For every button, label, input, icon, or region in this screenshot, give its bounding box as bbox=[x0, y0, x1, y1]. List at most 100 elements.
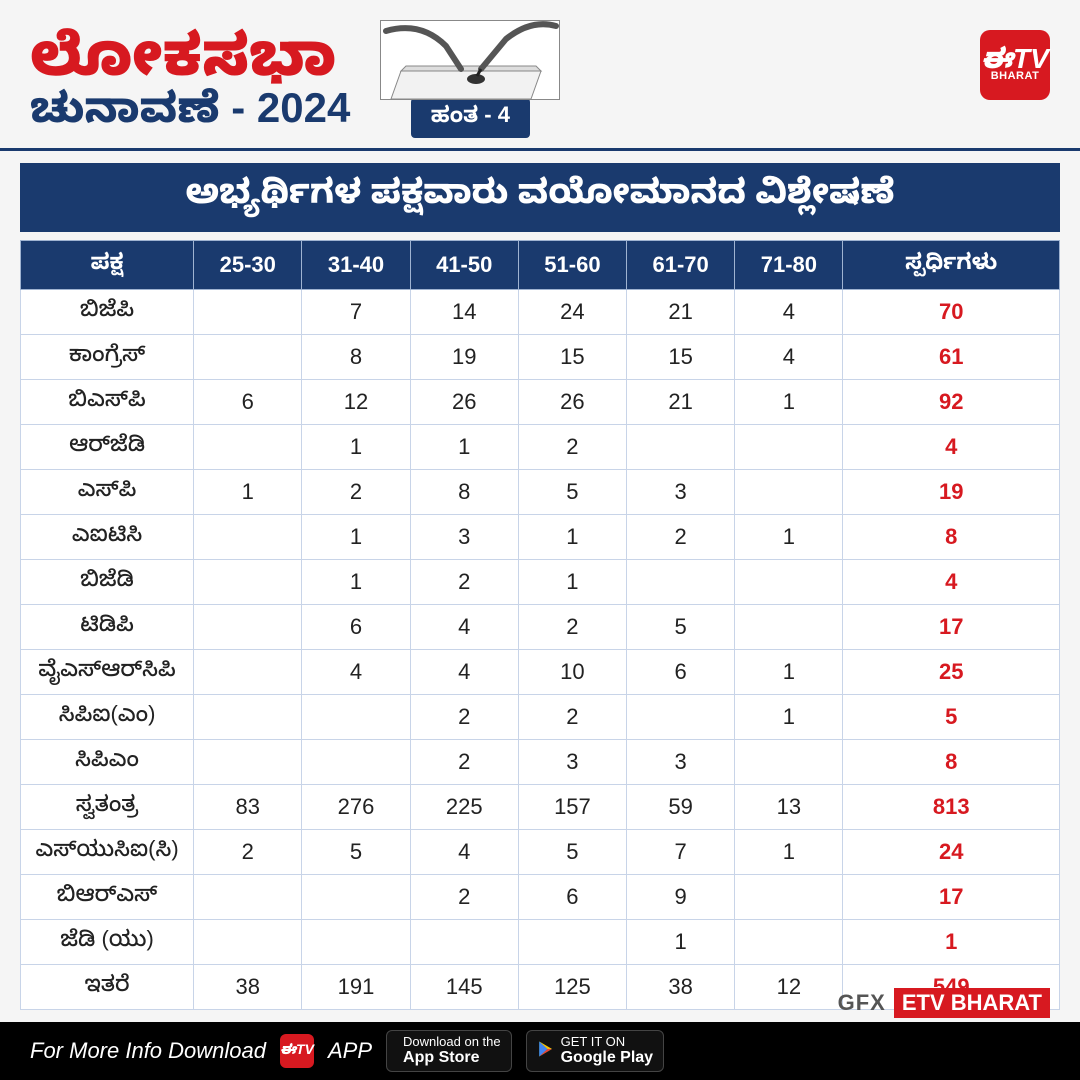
age-cell: 5 bbox=[518, 470, 626, 515]
age-cell: 2 bbox=[518, 695, 626, 740]
age-cell: 3 bbox=[410, 515, 518, 560]
column-header: 51-60 bbox=[518, 241, 626, 290]
table-row: ಜೆಡಿ (ಯು)11 bbox=[21, 920, 1060, 965]
party-cell: ಎಐಟಿಸಿ bbox=[21, 515, 194, 560]
party-cell: ಬಿಜೆಡಿ bbox=[21, 560, 194, 605]
age-cell: 2 bbox=[302, 470, 410, 515]
age-cell: 59 bbox=[627, 785, 735, 830]
age-cell: 157 bbox=[518, 785, 626, 830]
footer-info-text: For More Info Download bbox=[30, 1038, 266, 1064]
column-header: ಪಕ್ಷ bbox=[21, 241, 194, 290]
age-cell: 4 bbox=[410, 605, 518, 650]
age-cell bbox=[302, 695, 410, 740]
gfx-label: GFX bbox=[838, 990, 886, 1016]
column-header: ಸ್ಪರ್ಧಿಗಳು bbox=[843, 241, 1060, 290]
age-cell: 1 bbox=[627, 920, 735, 965]
total-cell: 4 bbox=[843, 425, 1060, 470]
age-cell: 21 bbox=[627, 290, 735, 335]
table-row: ಆರ್‌ಜೆಡಿ1124 bbox=[21, 425, 1060, 470]
age-cell bbox=[302, 875, 410, 920]
party-cell: ಇತರೆ bbox=[21, 965, 194, 1010]
age-cell bbox=[194, 290, 302, 335]
age-cell: 1 bbox=[302, 560, 410, 605]
logo-bharat-text: BHARAT bbox=[991, 70, 1040, 82]
age-cell: 1 bbox=[302, 425, 410, 470]
total-cell: 1 bbox=[843, 920, 1060, 965]
party-cell: ಬಿಆರ್‌ಎಸ್ bbox=[21, 875, 194, 920]
footer-app-text: APP bbox=[328, 1038, 372, 1064]
age-cell: 2 bbox=[194, 830, 302, 875]
footer-bar: For More Info Download ಈTV APP Download … bbox=[0, 1022, 1080, 1080]
total-cell: 25 bbox=[843, 650, 1060, 695]
age-cell bbox=[194, 515, 302, 560]
age-cell bbox=[735, 560, 843, 605]
age-cell bbox=[194, 335, 302, 380]
footer-mini-logo-icon: ಈTV bbox=[280, 1034, 314, 1068]
table-row: ವೈಎಸ್ಆರ್‌ಸಿಪಿ44106125 bbox=[21, 650, 1060, 695]
table-row: ಎಐಟಿಸಿ131218 bbox=[21, 515, 1060, 560]
age-cell: 5 bbox=[627, 605, 735, 650]
party-cell: ಟಿಡಿಪಿ bbox=[21, 605, 194, 650]
total-cell: 19 bbox=[843, 470, 1060, 515]
party-cell: ಸಿಪಿಎಂ bbox=[21, 740, 194, 785]
age-cell bbox=[194, 425, 302, 470]
total-cell: 4 bbox=[843, 560, 1060, 605]
total-cell: 17 bbox=[843, 605, 1060, 650]
age-cell: 13 bbox=[735, 785, 843, 830]
age-cell bbox=[194, 740, 302, 785]
total-cell: 813 bbox=[843, 785, 1060, 830]
age-cell: 2 bbox=[627, 515, 735, 560]
age-cell: 2 bbox=[410, 740, 518, 785]
party-cell: ಸಿಪಿಐ(ಎಂ) bbox=[21, 695, 194, 740]
column-header: 31-40 bbox=[302, 241, 410, 290]
age-cell: 26 bbox=[410, 380, 518, 425]
age-cell: 6 bbox=[194, 380, 302, 425]
table-row: ಬಿಆರ್‌ಎಸ್26917 bbox=[21, 875, 1060, 920]
age-cell bbox=[735, 920, 843, 965]
total-cell: 17 bbox=[843, 875, 1060, 920]
appstore-big: App Store bbox=[403, 1049, 501, 1067]
age-cell: 1 bbox=[735, 650, 843, 695]
age-cell: 4 bbox=[735, 335, 843, 380]
age-cell: 1 bbox=[735, 695, 843, 740]
age-cell: 12 bbox=[302, 380, 410, 425]
total-cell: 5 bbox=[843, 695, 1060, 740]
age-cell bbox=[627, 560, 735, 605]
age-cell: 145 bbox=[410, 965, 518, 1010]
table-row: ಸ್ವತಂತ್ರ832762251575913813 bbox=[21, 785, 1060, 830]
column-header: 61-70 bbox=[627, 241, 735, 290]
age-cell: 83 bbox=[194, 785, 302, 830]
age-cell: 1 bbox=[518, 515, 626, 560]
age-cell: 2 bbox=[518, 425, 626, 470]
party-cell: ಎಸ್‌ಪಿ bbox=[21, 470, 194, 515]
table-row: ಸಿಪಿಎಂ2338 bbox=[21, 740, 1060, 785]
age-cell: 19 bbox=[410, 335, 518, 380]
age-cell: 5 bbox=[302, 830, 410, 875]
age-cell: 38 bbox=[627, 965, 735, 1010]
total-cell: 8 bbox=[843, 515, 1060, 560]
age-cell bbox=[735, 470, 843, 515]
age-cell bbox=[194, 560, 302, 605]
age-cell: 2 bbox=[410, 560, 518, 605]
age-cell: 5 bbox=[518, 830, 626, 875]
google-play-badge[interactable]: GET IT ON Google Play bbox=[526, 1030, 664, 1072]
app-store-badge[interactable]: Download on the App Store bbox=[386, 1030, 512, 1072]
column-header: 41-50 bbox=[410, 241, 518, 290]
party-cell: ಬಿಜೆಪಿ bbox=[21, 290, 194, 335]
table-row: ಬಿಎಸ್‌ಪಿ612262621192 bbox=[21, 380, 1060, 425]
age-cell: 1 bbox=[735, 515, 843, 560]
play-big: Google Play bbox=[561, 1049, 653, 1067]
age-cell bbox=[735, 740, 843, 785]
table-row: ಸಿಪಿಐ(ಎಂ)2215 bbox=[21, 695, 1060, 740]
age-cell: 4 bbox=[735, 290, 843, 335]
logo-etv-text: ಈTV bbox=[981, 48, 1049, 70]
age-cell: 125 bbox=[518, 965, 626, 1010]
age-cell: 1 bbox=[302, 515, 410, 560]
banner-title: ಅಭ್ಯರ್ಥಿಗಳ ಪಕ್ಷವಾರು ವಯೋಮಾನದ ವಿಶ್ಲೇಷಣೆ bbox=[20, 163, 1060, 232]
age-cell: 8 bbox=[302, 335, 410, 380]
age-cell bbox=[194, 875, 302, 920]
age-cell: 3 bbox=[627, 470, 735, 515]
phase-label: ಹಂತ - 4 bbox=[411, 98, 530, 138]
column-header: 25-30 bbox=[194, 241, 302, 290]
total-cell: 61 bbox=[843, 335, 1060, 380]
